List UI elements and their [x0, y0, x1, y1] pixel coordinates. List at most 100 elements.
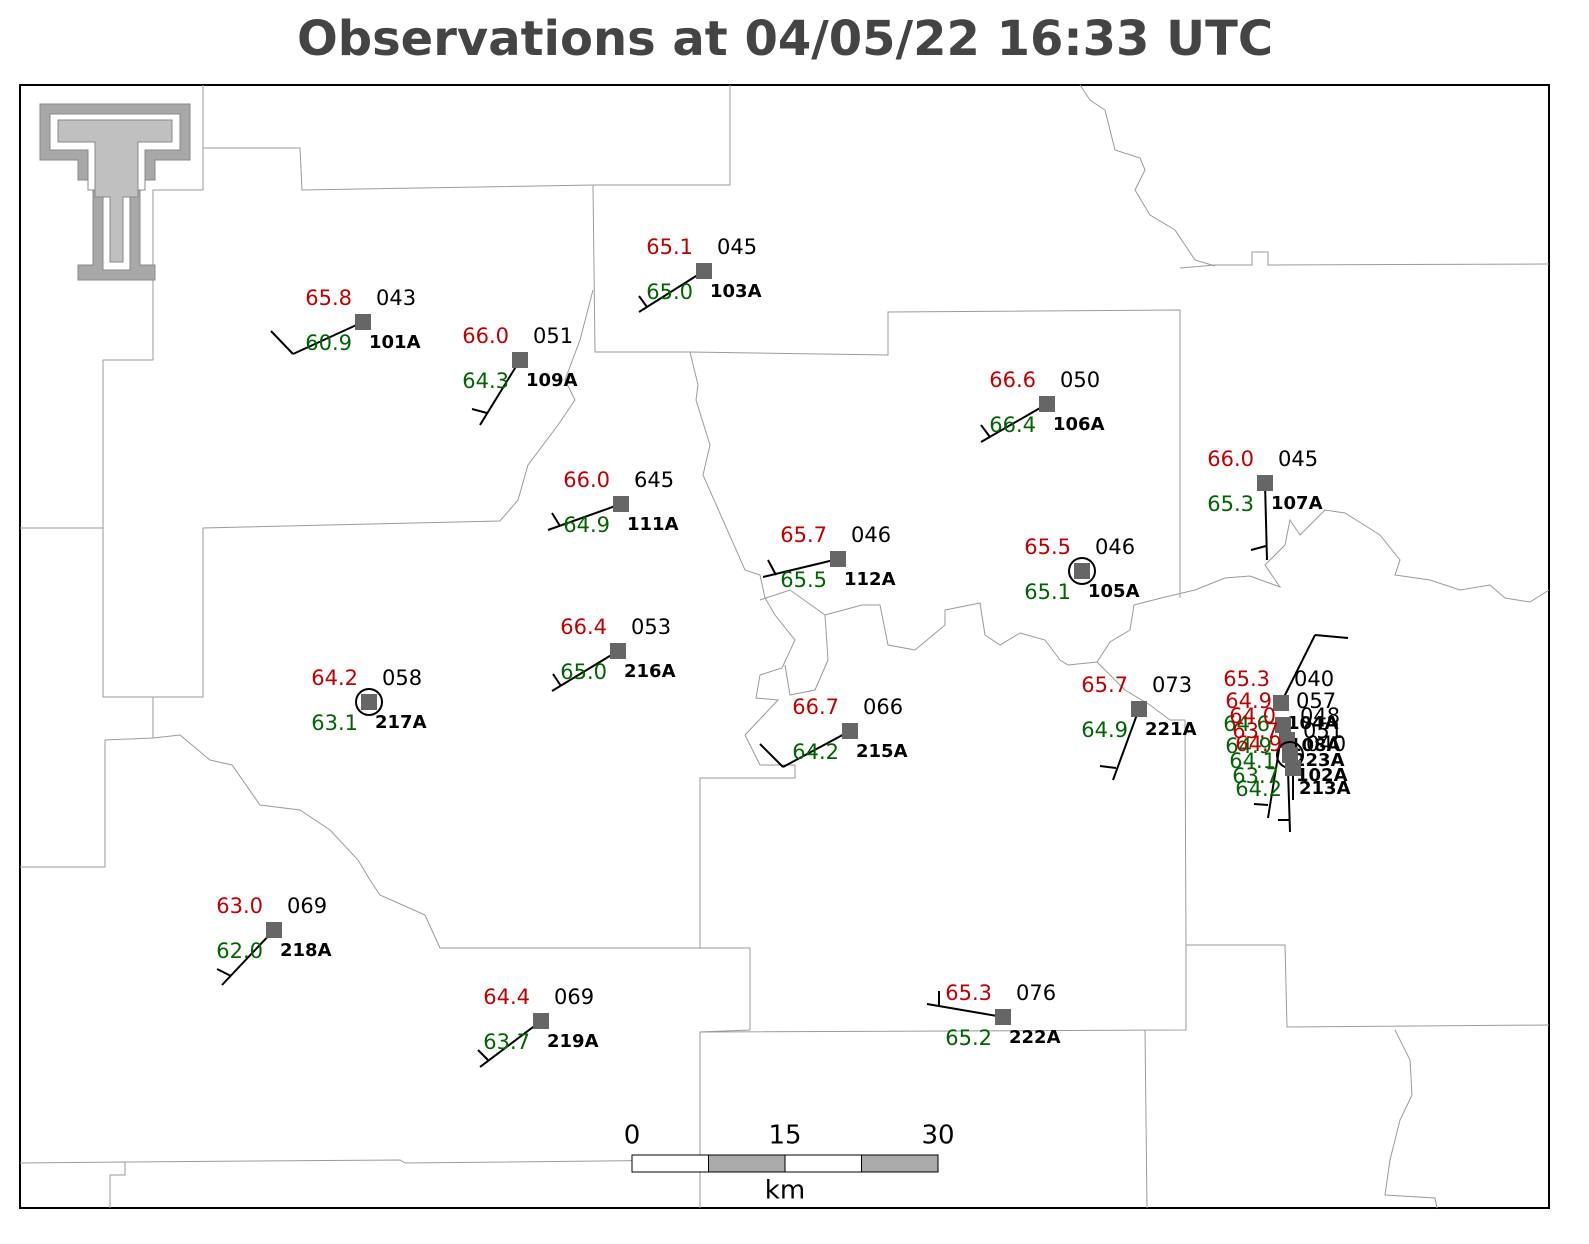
station: 65.7 073 64.9 221A	[1081, 673, 1197, 781]
wind-barb	[1099, 765, 1117, 769]
scale-segment	[708, 1154, 786, 1173]
county-boundaries	[19, 84, 1550, 1209]
wind-barb-shaft	[926, 1003, 1004, 1018]
dewpoint: 64.9	[1081, 718, 1128, 742]
dewpoint: 65.0	[646, 280, 693, 304]
pressure: 046	[1095, 535, 1135, 559]
pressure: 069	[554, 985, 594, 1009]
temperature: 65.5	[1024, 535, 1071, 559]
calm-circle	[1068, 557, 1096, 585]
wind-barb	[551, 512, 561, 527]
station-id: 221A	[1145, 719, 1197, 740]
station-id: 102A	[1296, 765, 1348, 786]
dewpoint: 60.9	[305, 331, 352, 355]
station: 66.4 053 65.0 216A	[551, 615, 676, 692]
pressure: 051	[533, 324, 573, 348]
station: 66.0 045 65.3 107A	[1207, 447, 1323, 561]
pressure: 057	[1296, 689, 1336, 713]
pressure: 048	[1300, 704, 1340, 728]
station-marker	[266, 922, 282, 938]
pressure: 045	[717, 235, 757, 259]
temperature: 64.0	[1229, 704, 1276, 728]
map-frame	[19, 84, 1550, 1209]
station: 64.0 048 64.1 223A	[1229, 704, 1345, 833]
dewpoint: 64.9	[563, 513, 610, 537]
station-id: 107A	[1271, 493, 1323, 514]
temperature: 64.4	[483, 985, 530, 1009]
temperature: 66.0	[1207, 447, 1254, 471]
station: 64.2 058 63.1 217A	[311, 666, 426, 735]
wind-barb	[1250, 545, 1267, 551]
station: 63.0 069 62.0 218A	[216, 894, 332, 986]
station-marker	[1285, 760, 1301, 776]
station-id: 218A	[280, 940, 332, 961]
scale-segment	[631, 1154, 709, 1173]
dewpoint: 64.2	[1235, 777, 1282, 801]
station: 65.8 043 60.9 101A	[270, 286, 421, 355]
station: 65.1 045 65.0 103A	[638, 235, 762, 313]
temperature: 66.6	[989, 368, 1036, 392]
pressure: 040	[1306, 732, 1346, 756]
station-marker	[1039, 396, 1055, 412]
scale-label: 0	[624, 1121, 641, 1151]
station-id: 104A	[1287, 713, 1339, 734]
dewpoint: 62.0	[216, 939, 263, 963]
station-id: 112A	[844, 569, 896, 590]
station-marker	[610, 643, 626, 659]
wind-barb-shaft	[1264, 482, 1268, 561]
station: 65.3 076 65.2 222A	[926, 981, 1061, 1050]
station: 63.7 051 63.7 102A	[1232, 719, 1347, 788]
wind-barb	[980, 424, 991, 438]
title: Observations at 04/05/22 16:33 UTC	[297, 11, 1273, 67]
temperature: 65.7	[1081, 673, 1128, 697]
temperature: 64.2	[311, 666, 358, 690]
pressure: 645	[634, 468, 674, 492]
wind-barb	[471, 408, 488, 414]
temperature: 63.7	[1232, 719, 1279, 743]
station-id: 217A	[375, 712, 427, 733]
wind-barb	[1253, 803, 1269, 806]
station-id: 106A	[1053, 414, 1105, 435]
pressure: 066	[863, 695, 903, 719]
temperature: 65.3	[945, 981, 992, 1005]
station-marker	[995, 1009, 1011, 1025]
wind-barb-shaft	[292, 321, 364, 355]
station-id: 216A	[624, 661, 676, 682]
pressure: 050	[1060, 368, 1100, 392]
wind-barb	[767, 559, 777, 576]
wind-barb	[638, 295, 648, 308]
wind-barb	[270, 330, 294, 355]
pressure: 073	[1152, 673, 1192, 697]
station: 66.7 066 64.2 215A	[759, 695, 908, 768]
dewpoint: 64.1	[1229, 749, 1276, 773]
temperature: 65.7	[780, 523, 827, 547]
wind-barb	[1314, 634, 1349, 639]
temperature: 63.0	[216, 894, 263, 918]
station-id: 105A	[1088, 581, 1140, 602]
station-marker	[1275, 717, 1291, 733]
scale-segment	[784, 1154, 862, 1173]
temperature: 65.1	[646, 235, 693, 259]
wind-barb-shaft	[638, 270, 705, 313]
wind-barb-shaft	[980, 403, 1048, 443]
pressure: 040	[1294, 667, 1334, 691]
dewpoint: 63.7	[483, 1030, 530, 1054]
dewpoint: 66.4	[989, 413, 1036, 437]
scale-unit: km	[765, 1176, 805, 1206]
station: 66.0 645 64.9 111A	[547, 468, 679, 537]
pressure: 046	[851, 523, 891, 547]
station-marker	[1131, 701, 1147, 717]
temperature: 65.3	[1223, 667, 1270, 691]
dewpoint: 65.1	[1024, 580, 1071, 604]
station: 65.3 040 64.6 104A	[1223, 634, 1349, 736]
station-id: 222A	[1009, 1027, 1061, 1048]
temperature: 64.9	[1225, 689, 1272, 713]
wind-barb-shaft	[1280, 634, 1316, 704]
station-marker	[512, 352, 528, 368]
station-marker	[613, 496, 629, 512]
temperature: 66.0	[563, 468, 610, 492]
station: 66.0 051 64.3 109A	[462, 324, 578, 426]
station-marker	[1257, 475, 1273, 491]
